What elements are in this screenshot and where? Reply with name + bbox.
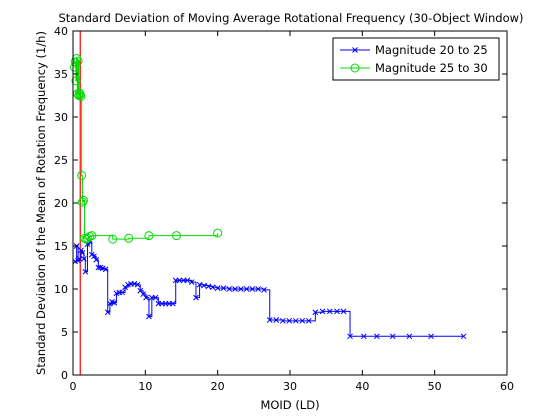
data-point xyxy=(152,294,159,301)
data-point xyxy=(102,266,109,273)
data-point xyxy=(249,286,256,292)
data-point xyxy=(279,317,286,324)
data-point xyxy=(71,76,81,86)
data-point xyxy=(255,286,262,292)
legend: Magnitude 20 to 25 Magnitude 25 to 30 xyxy=(332,37,500,81)
x-tick-label: 50 xyxy=(428,380,442,393)
data-point xyxy=(143,294,149,301)
data-point xyxy=(232,286,238,292)
y-tick-label: 0 xyxy=(61,369,68,382)
legend-entry: Magnitude 25 to 30 xyxy=(340,61,488,75)
x-axis-label: MOID (LD) xyxy=(260,398,319,412)
data-point xyxy=(176,277,183,284)
data-point xyxy=(373,333,380,340)
data-point xyxy=(77,170,87,180)
legend-entries: Magnitude 20 to 25 Magnitude 25 to 30 xyxy=(340,43,488,75)
data-point xyxy=(360,333,367,340)
data-point xyxy=(286,317,293,324)
data-point xyxy=(261,287,267,293)
data-point xyxy=(184,277,191,284)
data-point xyxy=(169,300,176,307)
y-tick-label: 15 xyxy=(54,240,68,253)
data-point xyxy=(292,317,299,324)
legend-marker xyxy=(352,47,358,53)
data-point xyxy=(93,256,100,263)
data-point xyxy=(80,256,87,262)
data-point xyxy=(108,234,118,244)
data-point xyxy=(193,294,199,301)
y-tick-label: 30 xyxy=(54,111,68,124)
y-tick-label: 20 xyxy=(54,197,68,210)
data-point xyxy=(171,231,181,241)
data-point xyxy=(214,285,221,291)
data-point xyxy=(82,233,92,243)
data-point xyxy=(205,283,212,290)
data-point xyxy=(406,333,413,340)
series-1 xyxy=(72,238,467,340)
data-point xyxy=(213,228,223,238)
data-point xyxy=(209,284,216,291)
chart-title: Standard Deviation of Moving Average Rot… xyxy=(58,11,523,25)
data-point xyxy=(196,281,203,288)
data-point xyxy=(146,313,152,320)
legend-box xyxy=(332,37,500,81)
legend-entry: Magnitude 20 to 25 xyxy=(340,43,488,57)
data-point xyxy=(273,317,280,323)
data-point xyxy=(326,308,333,315)
data-point xyxy=(428,333,434,340)
data-point xyxy=(76,256,83,262)
data-point xyxy=(305,317,312,324)
data-point xyxy=(78,195,88,205)
data-point xyxy=(104,309,111,316)
data-point xyxy=(389,333,396,340)
data-point xyxy=(79,250,86,256)
data-point xyxy=(220,285,227,291)
data-point xyxy=(111,299,118,306)
data-point xyxy=(299,317,306,324)
data-point xyxy=(77,197,87,207)
x-tick-label: 10 xyxy=(138,380,152,393)
data-point xyxy=(87,231,97,241)
data-point xyxy=(119,289,126,296)
plot-area xyxy=(73,31,507,375)
legend-label: Magnitude 20 to 25 xyxy=(375,43,488,57)
y-tick-label: 10 xyxy=(54,283,68,296)
x-tick-label: 60 xyxy=(500,380,514,393)
data-point xyxy=(188,279,195,285)
data-point xyxy=(226,286,233,292)
y-tick-label: 35 xyxy=(54,68,68,81)
data-point xyxy=(76,91,86,101)
data-point xyxy=(319,308,326,315)
data-point xyxy=(82,268,89,275)
data-point xyxy=(95,264,102,271)
x-tick-label: 20 xyxy=(211,380,225,393)
data-point xyxy=(73,56,83,66)
data-point xyxy=(334,308,340,315)
data-point xyxy=(460,333,467,340)
x-tick-label: 30 xyxy=(283,380,297,393)
y-tick-label: 25 xyxy=(54,154,68,167)
data-point xyxy=(134,281,141,288)
legend-marker xyxy=(350,63,360,73)
data-point xyxy=(347,333,353,340)
data-point xyxy=(312,309,319,316)
data-point xyxy=(201,282,207,289)
y-tick-label: 40 xyxy=(54,25,68,38)
data-point xyxy=(243,286,250,292)
x-tick-label: 0 xyxy=(70,380,77,393)
data-point xyxy=(91,253,97,260)
x-tick-label: 40 xyxy=(355,380,369,393)
y-tick-label: 5 xyxy=(61,326,68,339)
data-point xyxy=(124,233,134,243)
data-point xyxy=(266,317,273,323)
legend-label: Magnitude 25 to 30 xyxy=(375,61,488,75)
series-layer xyxy=(69,54,467,340)
y-axis-label: Standard Deviation of the Mean of Rotati… xyxy=(34,31,48,375)
data-point xyxy=(237,286,244,292)
data-point xyxy=(340,308,347,315)
data-point xyxy=(144,231,154,241)
ticks-layer: 0 10 20 30 40 50 60 0 5 10 15 20 25 30 35 40 xyxy=(54,25,514,393)
